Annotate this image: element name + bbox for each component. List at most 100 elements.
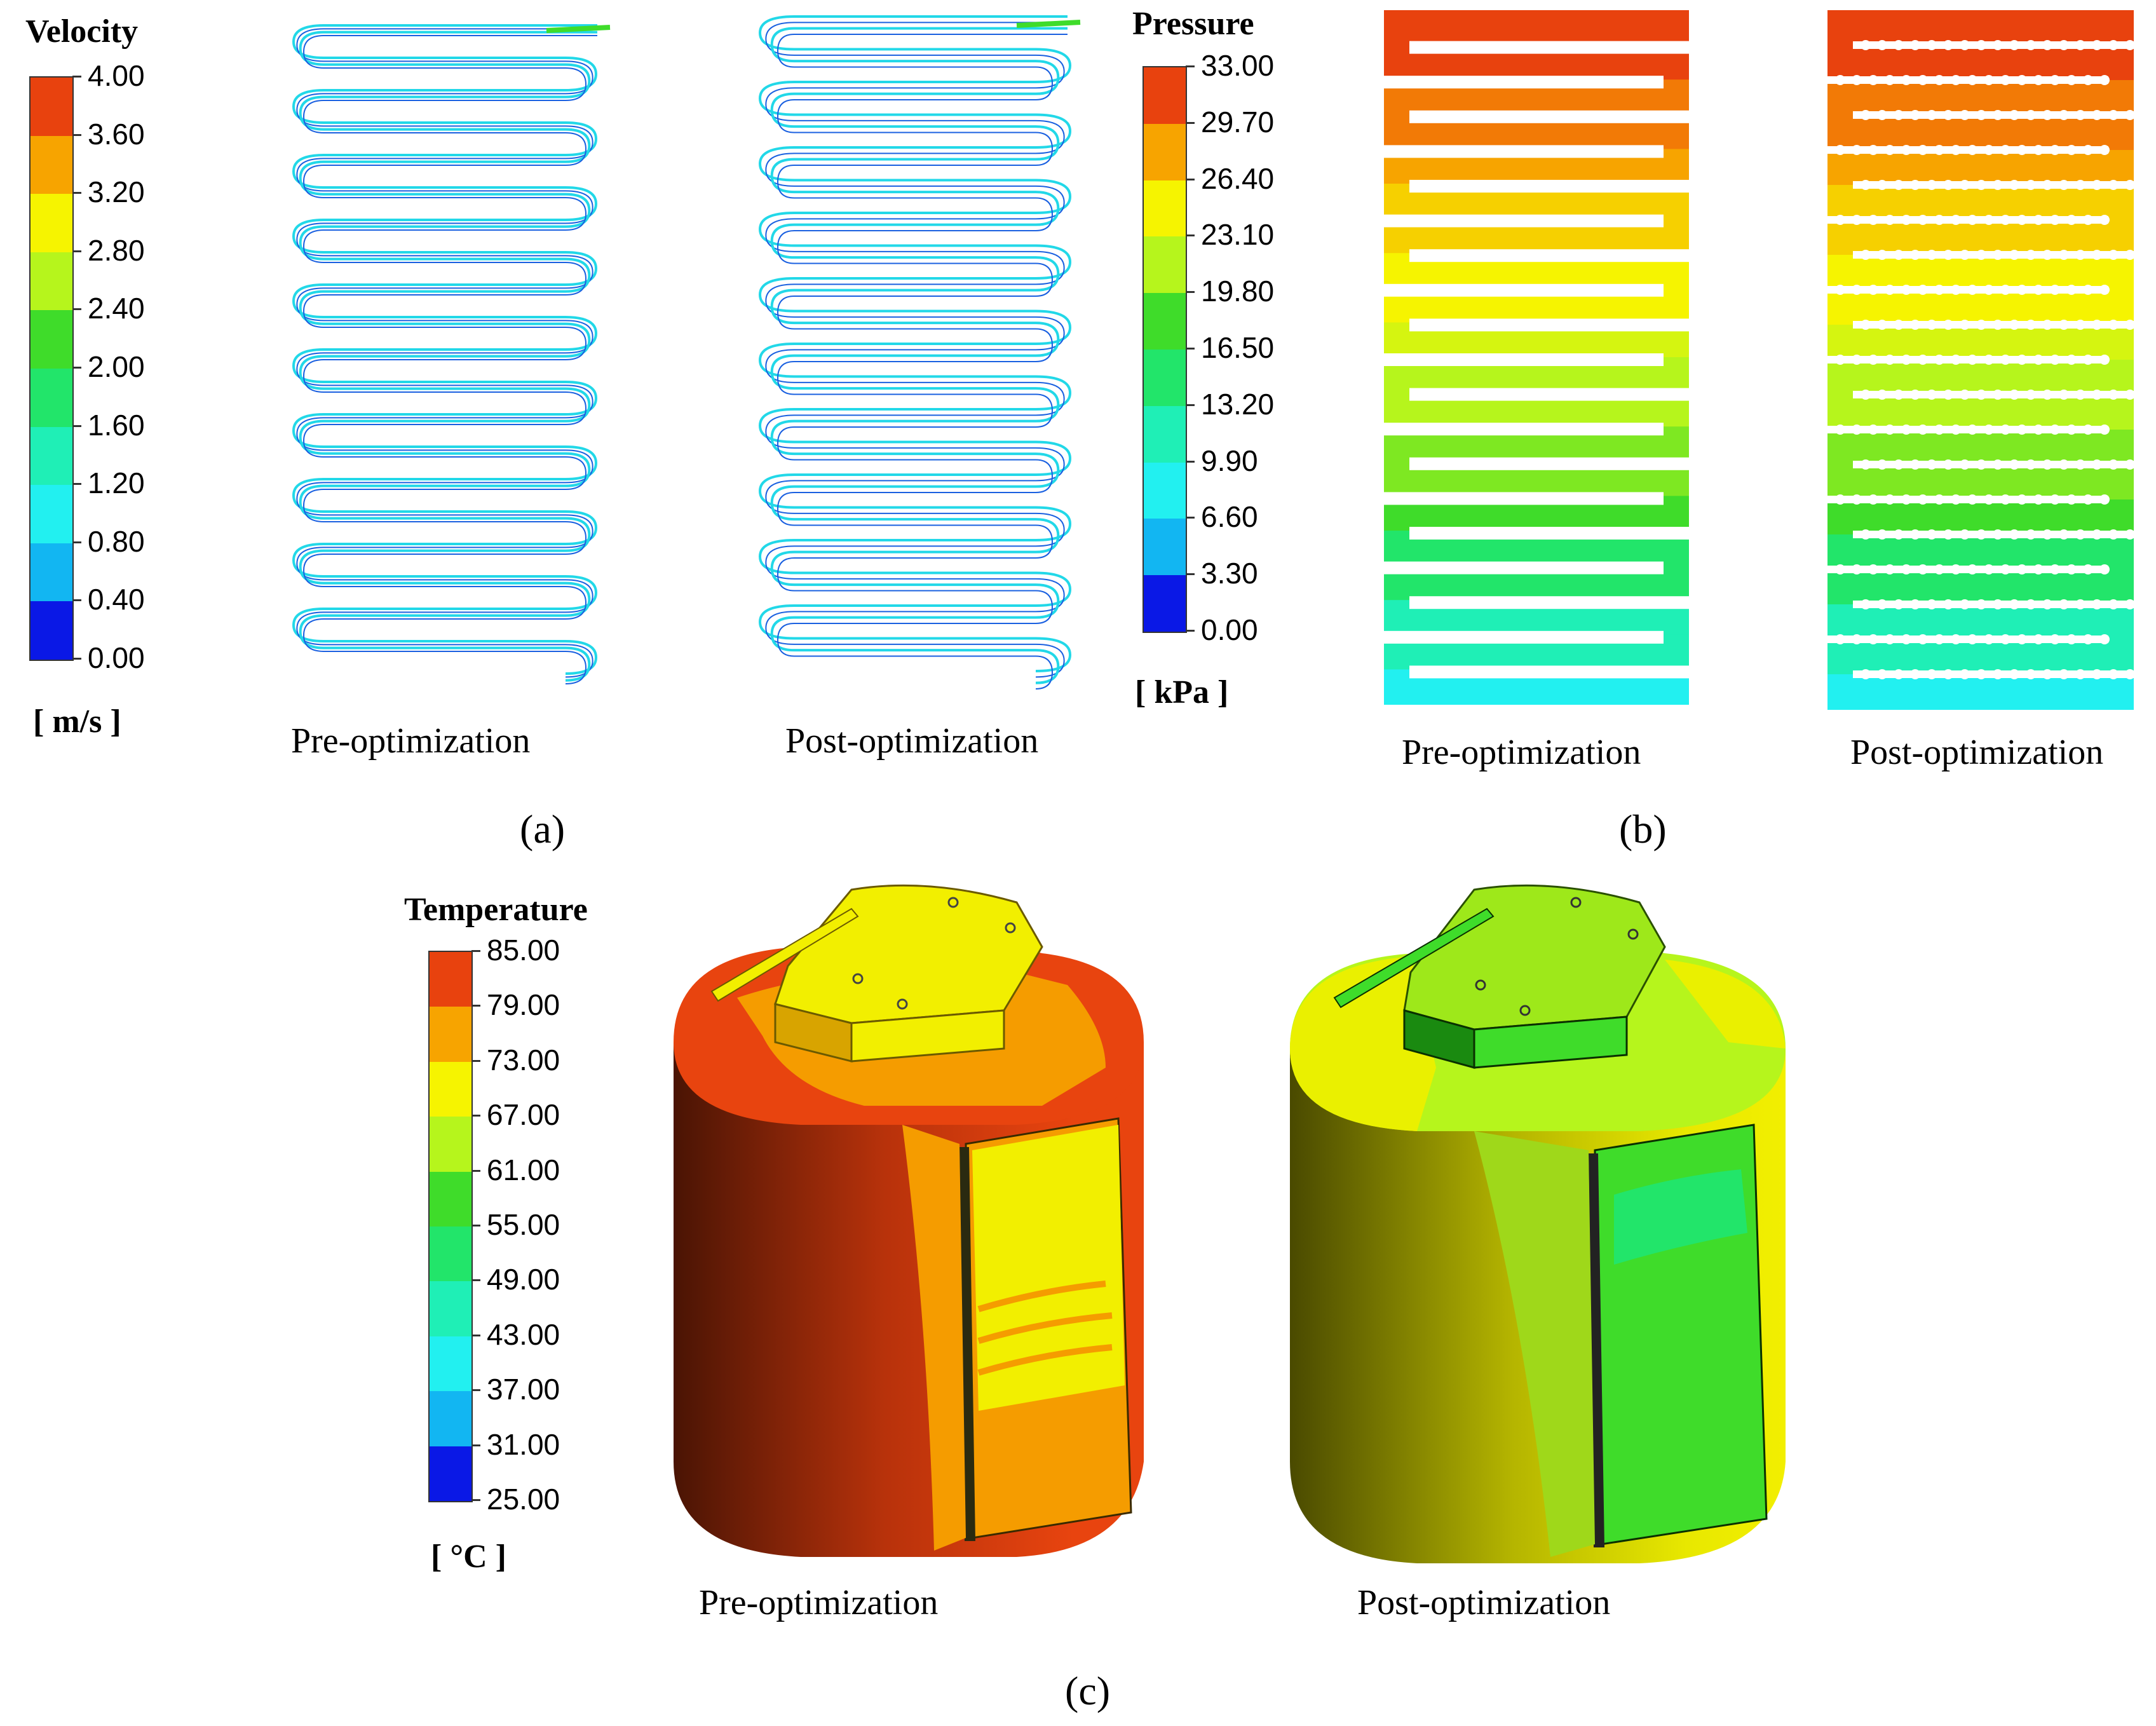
rib-node <box>2083 145 2093 155</box>
rib-node <box>1835 75 1845 85</box>
colorbar-segment <box>430 1171 471 1227</box>
rib-node <box>1927 390 1937 400</box>
rib-node <box>1885 564 1895 574</box>
colorbar-segment <box>31 426 72 486</box>
rib-node <box>2075 669 2085 679</box>
rib-node <box>1835 145 1845 155</box>
temperature-motor-pre <box>674 884 1144 1557</box>
rib-node <box>1877 459 1887 470</box>
rib-node <box>1885 634 1895 644</box>
pressure-band <box>1827 10 2134 46</box>
rib-node <box>1943 669 1953 679</box>
rib-node <box>2059 110 2069 120</box>
colorbar-tick-label: 2.00 <box>88 350 145 383</box>
rib-node <box>2099 494 2110 505</box>
rib-node <box>2066 355 2077 365</box>
colorbar-tick-label: 0.00 <box>1201 613 1258 646</box>
rib-node <box>2017 285 2027 295</box>
pressure-band <box>1827 45 2134 81</box>
colorbar-tick-label: 3.60 <box>88 117 145 151</box>
pressure-band <box>1827 150 2134 186</box>
colorbar-segment <box>31 543 72 602</box>
rib-node <box>2108 110 2119 120</box>
rib-node <box>2009 529 2019 540</box>
colorbar-tick <box>1186 121 1195 124</box>
channel-wall <box>1409 41 1689 54</box>
colorbar-tick-label: 67.00 <box>487 1098 560 1132</box>
rib-node <box>2026 459 2036 470</box>
pressure-band <box>1827 395 2134 430</box>
rib-node <box>2092 40 2102 50</box>
rib-node <box>1976 40 1986 50</box>
rib-node <box>1877 320 1887 330</box>
rib-node <box>1976 320 1986 330</box>
rib-node <box>1976 110 1986 120</box>
pressure-band <box>1827 465 2134 500</box>
rib-node <box>2092 669 2102 679</box>
rib-node <box>2000 215 2010 225</box>
rib-node <box>2033 285 2044 295</box>
colorbar-tick-label: 13.20 <box>1201 387 1275 421</box>
rib-node <box>2125 320 2135 330</box>
rib-node <box>1967 634 1977 644</box>
rib-node <box>1993 110 2003 120</box>
rib-node <box>2009 459 2019 470</box>
rib-node <box>2125 250 2135 260</box>
rib-node <box>2125 669 2135 679</box>
colorbar-tick <box>1186 573 1195 576</box>
colorbar-tick <box>72 425 81 427</box>
rib-node <box>2009 110 2019 120</box>
rib-node <box>1910 599 1920 609</box>
colorbar-tick <box>72 308 81 311</box>
rib-node <box>1934 355 1944 365</box>
rib-node <box>1852 215 1862 225</box>
rib-node <box>2050 145 2060 155</box>
rib-node <box>1951 425 1961 435</box>
colorbar-tick-label: 79.00 <box>487 988 560 1022</box>
rib-node <box>2075 320 2085 330</box>
rib-node <box>2042 599 2052 609</box>
rib-node <box>1852 634 1862 644</box>
colorbar-tick-label: 31.00 <box>487 1427 560 1461</box>
colorbar-tick <box>471 1115 480 1117</box>
rib-node <box>1976 180 1986 190</box>
rib-node <box>1960 110 1970 120</box>
colorbar-tick <box>1186 234 1195 237</box>
colorbar-tick-label: 0.80 <box>88 524 145 558</box>
rib-node <box>2125 110 2135 120</box>
colorbar-tick <box>471 1225 480 1227</box>
colorbar-segment <box>31 485 72 543</box>
rib-node <box>2000 564 2010 574</box>
rib-node <box>1910 529 1920 540</box>
rib-node <box>1868 425 1878 435</box>
rib-node <box>1951 285 1961 295</box>
rib-node <box>2009 390 2019 400</box>
rib-node <box>1984 425 1994 435</box>
rib-node <box>2108 599 2119 609</box>
rib-node <box>2066 634 2077 644</box>
rib-node <box>2017 75 2027 85</box>
rib-node <box>2099 425 2110 435</box>
rib-node <box>2042 110 2052 120</box>
rib-node <box>1927 320 1937 330</box>
rib-node <box>1967 494 1977 505</box>
colorbar-segment <box>1144 349 1186 406</box>
rib-node <box>1835 425 1845 435</box>
colorbar-tick <box>72 76 81 78</box>
rib-node <box>1835 634 1845 644</box>
colorbar-segment <box>1144 67 1186 124</box>
rib-node <box>2083 215 2093 225</box>
rib-node <box>1934 494 1944 505</box>
rib-node <box>2108 529 2119 540</box>
pressure-band <box>1827 80 2134 116</box>
rib-node <box>2066 75 2077 85</box>
rib-node <box>1984 145 1994 155</box>
colorbar-segment <box>1144 180 1186 237</box>
rib-node <box>2017 355 2027 365</box>
rib-node <box>1901 355 1911 365</box>
colorbar-tick <box>1186 630 1195 632</box>
rib-node <box>1960 180 1970 190</box>
rib-node <box>2017 215 2027 225</box>
colorbar-segment <box>1144 519 1186 576</box>
rib-node <box>1960 40 1970 50</box>
